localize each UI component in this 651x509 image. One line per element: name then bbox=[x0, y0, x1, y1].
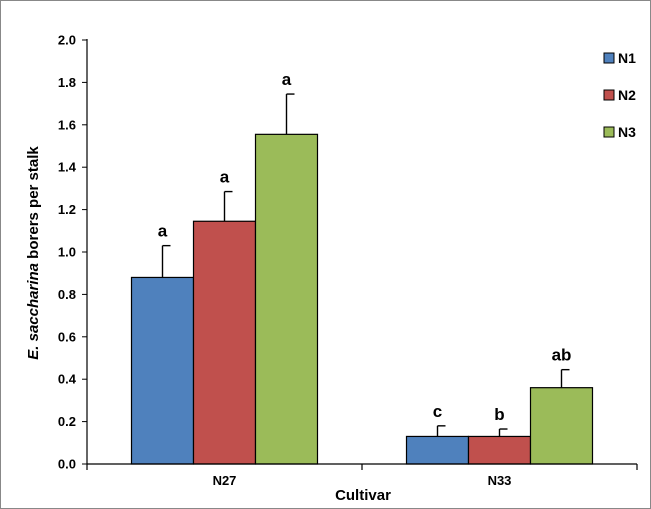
y-axis-title-italic: E. saccharina bbox=[25, 263, 42, 360]
bars: a a a c b ab bbox=[130, 70, 594, 465]
bar-n3-n33 bbox=[529, 387, 594, 465]
bar-n2-n27 bbox=[192, 220, 257, 465]
y-tick-label: 0.0 bbox=[58, 457, 76, 472]
legend: N1 N2 N3 bbox=[603, 50, 636, 140]
bar-n2-n33 bbox=[467, 435, 532, 465]
legend-swatch-n1 bbox=[603, 52, 615, 64]
significance-label: c bbox=[433, 402, 442, 421]
x-category-label: N33 bbox=[488, 473, 512, 488]
legend-label-n2: N2 bbox=[618, 87, 636, 103]
significance-label: ab bbox=[552, 346, 572, 365]
y-axis-title-rest: borers per stalk bbox=[25, 146, 42, 263]
significance-label: a bbox=[282, 70, 292, 89]
y-tick-label: 0.8 bbox=[58, 287, 76, 302]
y-tick-label: 1.8 bbox=[58, 75, 76, 90]
legend-swatch-n2 bbox=[603, 89, 615, 101]
y-axis-ticks: 0.0 0.2 0.4 0.6 0.8 1.0 1.2 1.4 1.6 1.8 2.0 bbox=[58, 33, 87, 472]
y-tick-label: 1.6 bbox=[58, 117, 76, 132]
bar-n1-n27 bbox=[130, 276, 195, 465]
significance-label: a bbox=[158, 222, 168, 241]
y-tick-label: 2.0 bbox=[58, 33, 76, 48]
y-tick-label: 1.2 bbox=[58, 202, 76, 217]
y-axis-title: E. saccharina borers per stalk bbox=[25, 146, 42, 360]
x-axis-title: Cultivar bbox=[335, 487, 391, 504]
y-tick-label: 0.6 bbox=[58, 329, 76, 344]
y-tick-label: 1.0 bbox=[58, 245, 76, 260]
y-tick-label: 1.4 bbox=[58, 160, 77, 175]
axes bbox=[86, 39, 638, 470]
bar-n3-n27 bbox=[254, 133, 319, 465]
legend-label-n1: N1 bbox=[618, 50, 636, 66]
x-axis-labels: N27 N33 bbox=[213, 473, 512, 488]
significance-label: b bbox=[494, 405, 504, 424]
y-tick-label: 0.4 bbox=[58, 372, 77, 387]
y-tick-label: 0.2 bbox=[58, 414, 76, 429]
legend-swatch-n3 bbox=[603, 126, 615, 138]
significance-label: a bbox=[220, 168, 230, 187]
x-category-label: N27 bbox=[213, 473, 237, 488]
bar-n1-n33 bbox=[405, 435, 470, 465]
legend-label-n3: N3 bbox=[618, 124, 636, 140]
